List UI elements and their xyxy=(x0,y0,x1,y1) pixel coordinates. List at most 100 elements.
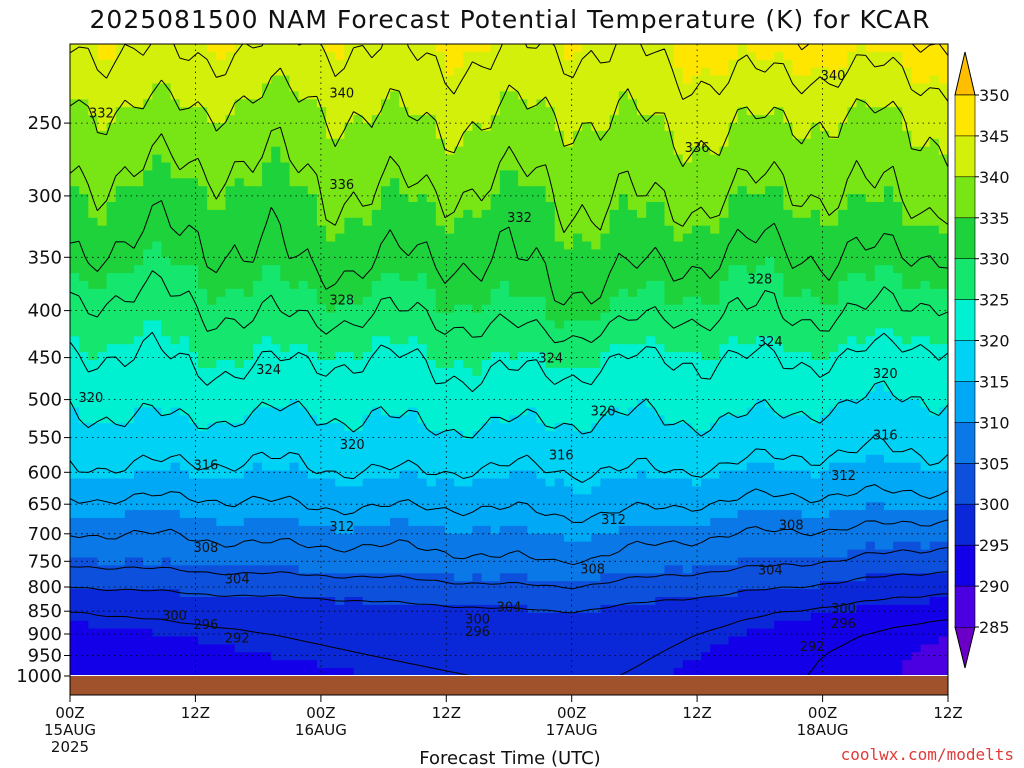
field-cell xyxy=(499,194,510,203)
field-cell xyxy=(152,273,163,282)
field-cell xyxy=(161,296,172,306)
field-cell xyxy=(371,44,382,53)
field-cell xyxy=(573,202,583,211)
field-cell xyxy=(188,162,199,171)
field-cell xyxy=(143,194,153,203)
field-cell xyxy=(893,44,903,53)
field-cell xyxy=(911,360,922,369)
field-cell xyxy=(188,336,199,345)
field-cell xyxy=(893,217,903,227)
field-cell xyxy=(810,194,821,203)
field-cell xyxy=(79,194,89,203)
field-cell xyxy=(454,439,464,448)
field-cell xyxy=(527,312,538,322)
field-cell xyxy=(682,138,693,148)
field-cell xyxy=(582,312,592,322)
field-cell xyxy=(527,383,538,393)
field-cell xyxy=(353,154,364,164)
field-cell xyxy=(573,154,583,164)
field-cell xyxy=(316,304,327,314)
field-cell xyxy=(106,344,117,353)
field-cell xyxy=(701,202,711,211)
field-cell xyxy=(417,360,428,369)
field-cell xyxy=(838,186,848,195)
field-cell xyxy=(262,273,272,282)
field-cell xyxy=(444,336,455,345)
field-cell xyxy=(179,273,190,282)
field-cell xyxy=(664,186,675,195)
field-cell xyxy=(252,367,263,377)
field-cell xyxy=(134,209,144,219)
field-cell xyxy=(682,241,693,250)
field-cell xyxy=(234,209,245,219)
field-cell xyxy=(335,320,345,329)
field-cell xyxy=(399,273,409,282)
field-cell xyxy=(655,296,666,306)
field-cell xyxy=(609,83,620,92)
field-cell xyxy=(865,194,876,203)
field-cell xyxy=(536,304,547,314)
field-cell xyxy=(335,407,345,416)
field-cell xyxy=(481,67,492,77)
field-cell xyxy=(225,44,236,53)
field-cell xyxy=(582,241,592,250)
field-cell xyxy=(426,399,437,408)
field-cell xyxy=(664,407,675,416)
field-cell xyxy=(362,288,373,298)
field-cell xyxy=(929,202,940,211)
field-cell xyxy=(728,59,739,69)
field-cell xyxy=(618,375,629,385)
field-cell xyxy=(316,202,327,211)
field-cell xyxy=(609,257,620,266)
field-cell xyxy=(289,75,300,85)
field-cell xyxy=(810,202,821,211)
field-cell xyxy=(819,336,830,345)
field-cell xyxy=(225,375,236,385)
field-cell xyxy=(911,186,922,195)
field-cell xyxy=(216,99,227,108)
field-cell xyxy=(298,130,309,140)
field-cell xyxy=(765,115,775,124)
field-cell xyxy=(902,67,913,77)
field-cell xyxy=(371,399,382,408)
field-cell xyxy=(627,257,638,266)
field-cell xyxy=(792,383,803,393)
field-cell xyxy=(390,383,400,393)
field-cell xyxy=(536,75,547,85)
field-cell xyxy=(316,328,327,337)
field-cell xyxy=(435,344,446,353)
field-cell xyxy=(444,446,455,456)
field-cell xyxy=(920,67,931,77)
field-cell xyxy=(134,186,144,195)
field-cell xyxy=(207,233,217,243)
field-cell xyxy=(390,439,400,448)
field-cell xyxy=(618,83,629,92)
field-cell xyxy=(618,123,629,132)
field-cell xyxy=(362,320,373,329)
field-cell xyxy=(755,217,766,227)
field-cell xyxy=(563,415,574,424)
field-cell xyxy=(70,439,80,448)
field-cell xyxy=(847,399,858,408)
field-cell xyxy=(591,99,602,108)
field-cell xyxy=(79,446,89,456)
field-cell xyxy=(88,154,99,164)
field-cell xyxy=(810,399,821,408)
field-cell xyxy=(280,439,291,448)
field-cell xyxy=(444,288,455,298)
field-cell xyxy=(710,328,720,337)
field-cell xyxy=(609,123,620,132)
field-cell xyxy=(216,328,227,337)
field-cell xyxy=(856,281,867,290)
field-cell xyxy=(152,233,163,243)
field-cell xyxy=(335,399,345,408)
field-cell xyxy=(865,138,876,148)
field-cell xyxy=(380,59,391,69)
field-cell xyxy=(380,186,391,195)
field-cell xyxy=(344,123,355,132)
field-cell xyxy=(554,138,565,148)
field-cell xyxy=(728,75,739,85)
field-cell xyxy=(518,367,528,377)
field-cell xyxy=(280,99,291,108)
field-cell xyxy=(106,146,117,156)
